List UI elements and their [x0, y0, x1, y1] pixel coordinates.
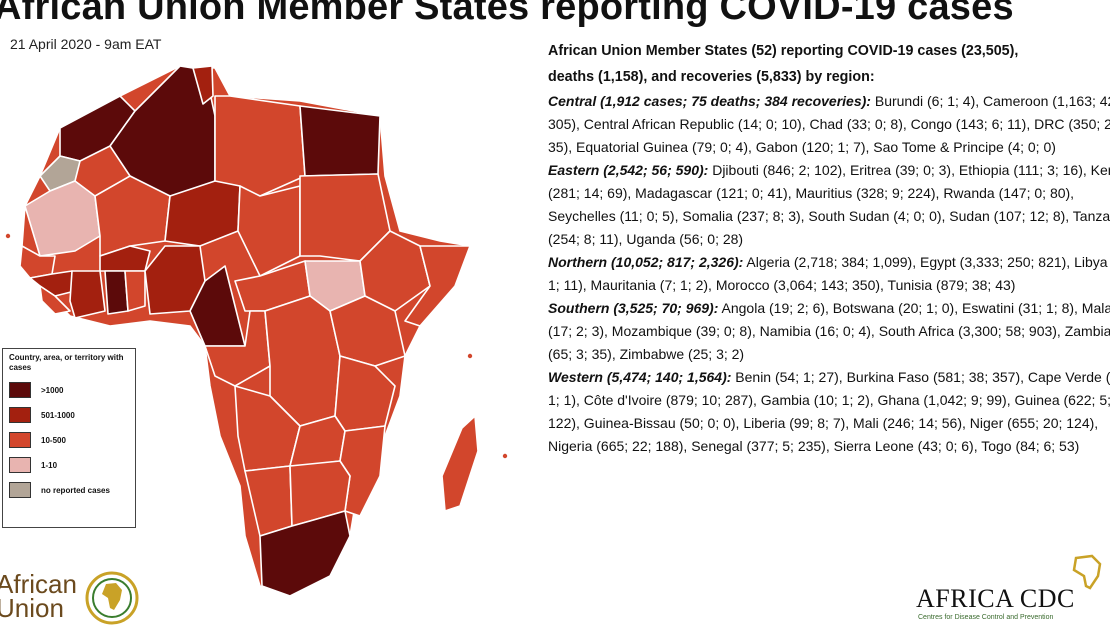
region-name: Central (1,912 cases; 75 deaths; 384 rec…: [548, 93, 871, 109]
region-southern: Southern (3,525; 70; 969): Angola (19; 2…: [548, 297, 1110, 366]
africa-cdc-logo-text: AFRICA CDC: [916, 584, 1075, 613]
region-madagascar: [441, 415, 479, 512]
region-seychelles: [466, 352, 474, 360]
region-name: Eastern (2,542; 56; 590):: [548, 162, 709, 178]
legend-label: >1000: [41, 385, 64, 395]
summary-heading-line2: deaths (1,158), and recoveries (5,833) b…: [548, 69, 875, 85]
region-south-africa: [259, 510, 351, 597]
region-cape-verde: [4, 232, 12, 240]
region-somalia: [404, 245, 471, 327]
legend-swatch: [9, 382, 31, 398]
region-mali: [94, 175, 171, 257]
region-text: Burundi (6; 1; 4), Cameroon (1,163; 42; …: [548, 93, 1110, 155]
legend-label: 10-500: [41, 435, 66, 445]
region-western: Western (5,474; 140; 1,564): Benin (54; …: [548, 366, 1110, 458]
au-emblem-icon: [85, 571, 139, 625]
report-date: 21 April 2020 - 9am EAT: [10, 36, 162, 52]
summary-heading-line1: African Union Member States (52) reporti…: [548, 43, 1019, 59]
legend-swatch: [9, 432, 31, 448]
region-text: Benin (54; 1; 27), Burkina Faso (581; 38…: [548, 369, 1110, 454]
legend-label: 501-1000: [41, 410, 75, 420]
region-northern: Northern (10,052; 817; 2,326): Algeria (…: [548, 251, 1110, 297]
region-burkina-faso: [99, 245, 151, 272]
africa-cdc-logo: AFRICA CDC Centres for Disease Control a…: [916, 554, 1110, 626]
map-legend: Country, area, or territory with cases >…: [2, 348, 136, 528]
legend-swatch: [9, 407, 31, 423]
region-text: Djibouti (846; 2; 102), Eritrea (39; 0; …: [548, 162, 1110, 247]
region-togo-benin: [124, 270, 146, 312]
summary-panel: African Union Member States (52) reporti…: [548, 38, 1110, 458]
region-central: Central (1,912 cases; 75 deaths; 384 rec…: [548, 90, 1110, 159]
region-tunisia: [192, 65, 214, 105]
legend-title: Country, area, or territory with cases: [9, 353, 124, 372]
page-title: African Union Member States reporting CO…: [0, 0, 1014, 28]
african-union-logo-text: African Union: [0, 569, 77, 623]
region-egypt: [299, 105, 381, 177]
region-ghana: [104, 270, 129, 315]
legend-swatch: [9, 457, 31, 473]
legend-item: no reported cases: [9, 482, 129, 498]
region-mauritius: [501, 452, 509, 460]
legend-swatch: [9, 482, 31, 498]
region-text: Algeria (2,718; 384; 1,099), Egypt (3,33…: [548, 254, 1110, 293]
legend-item: >1000: [9, 382, 129, 398]
african-union-logo: African Union: [0, 569, 146, 632]
africa-cdc-logo-subtitle: Centres for Disease Control and Preventi…: [918, 614, 1054, 621]
region-liberia: [39, 285, 71, 315]
region-libya: [214, 95, 306, 197]
region-name: Southern (3,525; 70; 969):: [548, 300, 719, 316]
region-text: Angola (19; 2; 6), Botswana (20; 1; 0), …: [548, 300, 1110, 362]
legend-label: no reported cases: [41, 485, 110, 495]
africa-map: [4, 65, 509, 597]
legend-label: 1-10: [41, 460, 58, 470]
region-name: Northern (10,052; 817; 2,326):: [548, 254, 744, 270]
region-eastern: Eastern (2,542; 56; 590): Djibouti (846;…: [548, 159, 1110, 251]
region-cote-divoire: [69, 270, 106, 319]
africa-cdc-emblem-icon: [1072, 554, 1102, 590]
legend-item: 1-10: [9, 457, 129, 473]
legend-item: 10-500: [9, 432, 129, 448]
legend-item: 501-1000: [9, 407, 129, 423]
region-name: Western (5,474; 140; 1,564):: [548, 369, 732, 385]
